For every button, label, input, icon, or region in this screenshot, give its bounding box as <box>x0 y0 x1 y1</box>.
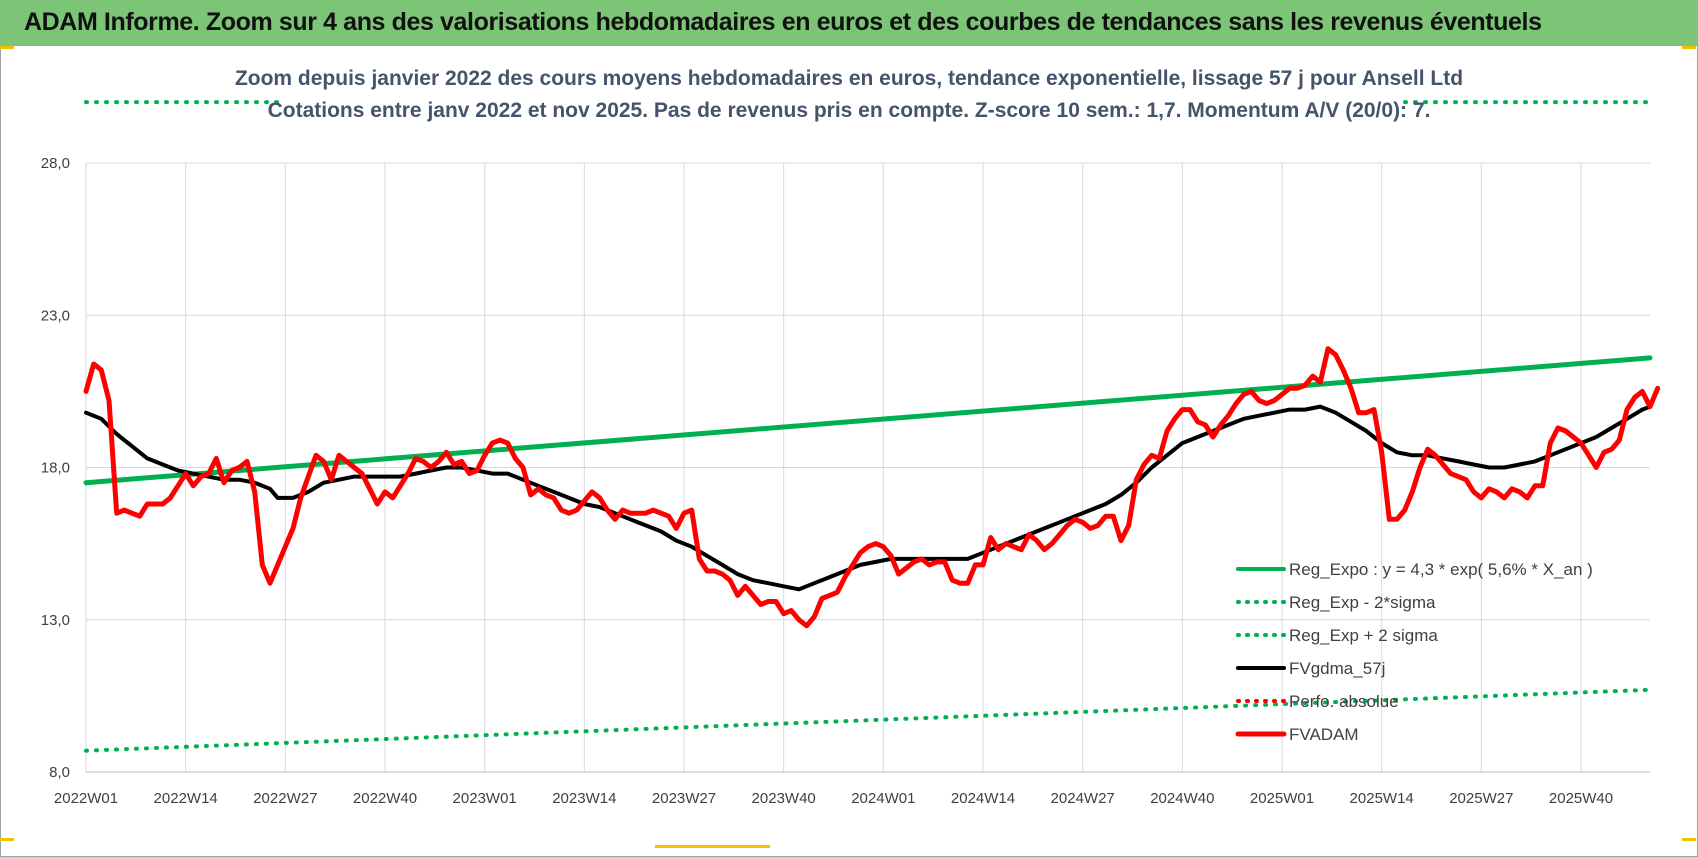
title-banner: ADAM Informe. Zoom sur 4 ans des valoris… <box>0 0 1698 46</box>
x-tick-label: 2024W14 <box>951 790 1015 807</box>
x-tick-label: 2022W14 <box>154 790 218 807</box>
x-tick-label: 2022W01 <box>54 790 118 807</box>
x-tick-label: 2022W27 <box>253 790 317 807</box>
series-group <box>83 100 1661 753</box>
y-tick-label: 23,0 <box>41 307 70 324</box>
x-tick-label: 2025W27 <box>1449 790 1513 807</box>
corner-marker-top-left <box>0 46 14 49</box>
x-tick-label: 2023W01 <box>453 790 517 807</box>
x-tick-label: 2025W40 <box>1549 790 1613 807</box>
legend-label: FVgdma_57j <box>1289 659 1385 678</box>
x-tick-label: 2023W14 <box>552 790 616 807</box>
x-tick-label: 2025W01 <box>1250 790 1314 807</box>
legend-label: Perfo. absolue <box>1289 692 1399 711</box>
x-axis-ticks: 2022W01 2022W14 2022W27 2022W40 2023W01 2023W… <box>54 790 1613 807</box>
series-fvadam <box>83 346 1661 629</box>
legend: Reg_Expo : y = 4,3 * exp( 5,6% * X_an ) R… <box>1235 560 1593 744</box>
x-tick-label: 2025W14 <box>1350 790 1414 807</box>
corner-marker-bottom-left <box>0 838 14 841</box>
banner-title: ADAM Informe. Zoom sur 4 ans des valoris… <box>24 8 1542 36</box>
y-axis-ticks: 8,0 13,0 18,0 23,0 28,0 <box>41 155 70 781</box>
corner-marker-bottom-mid <box>655 845 770 848</box>
legend-label: Reg_Exp - 2*sigma <box>1289 593 1436 612</box>
y-tick-label: 28,0 <box>41 155 70 172</box>
series-fvgdma-57j <box>84 404 1652 592</box>
corner-marker-bottom-right <box>1682 838 1696 841</box>
x-tick-label: 2024W27 <box>1051 790 1115 807</box>
y-tick-label: 13,0 <box>41 612 70 629</box>
grid-lines <box>85 162 1650 773</box>
corner-marker-top-right <box>1682 46 1696 49</box>
line-chart: 8,0 13,0 18,0 23,0 28,0 2022W01 2022W14 2022W2… <box>41 100 1661 807</box>
x-tick-label: 2023W40 <box>752 790 816 807</box>
legend-label: FVADAM <box>1289 725 1359 744</box>
chart-title-line-1: Zoom depuis janvier 2022 des cours moyen… <box>234 67 1464 90</box>
chart-area: 8,0 13,0 18,0 23,0 28,0 2022W01 2022W14 2022W2… <box>0 46 1698 857</box>
x-tick-label: 2024W01 <box>851 790 915 807</box>
legend-label: Reg_Exp + 2 sigma <box>1289 626 1438 645</box>
x-tick-label: 2022W40 <box>353 790 417 807</box>
series-reg-expo <box>83 355 1653 486</box>
y-tick-label: 8,0 <box>49 764 70 781</box>
y-tick-label: 18,0 <box>41 460 70 477</box>
series-reg-exp-minus-2sigma <box>84 687 1652 753</box>
x-tick-label: 2024W40 <box>1150 790 1214 807</box>
chart-title-line-2: Cotations entre janv 2022 et nov 2025. P… <box>267 99 1431 122</box>
legend-label: Reg_Expo : y = 4,3 * exp( 5,6% * X_an ) <box>1289 560 1593 579</box>
x-tick-label: 2023W27 <box>652 790 716 807</box>
